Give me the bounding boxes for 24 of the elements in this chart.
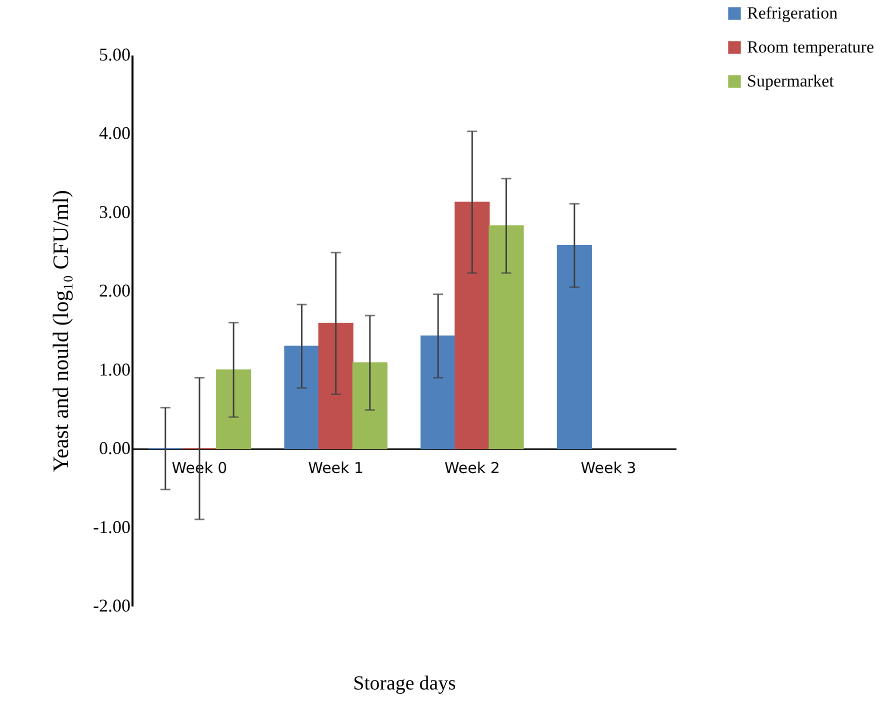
y-tick-label: -2.00 — [93, 596, 130, 616]
legend-label: Refrigeration — [747, 4, 838, 22]
bar — [488, 225, 524, 450]
legend-label: Room temperature — [747, 38, 874, 56]
y-tick-label: 5.00 — [99, 44, 130, 64]
y-tick-label: 1.00 — [99, 359, 130, 380]
x-tick-label: Week 3 — [580, 459, 636, 478]
y-tick-label: 2.00 — [99, 280, 130, 301]
y-axis-title: Yeast and nould (log₁₀ CFU/ml) — [48, 190, 74, 472]
x-axis-title: Storage days — [353, 672, 456, 694]
y-tick-label: 4.00 — [99, 123, 130, 144]
bar — [216, 369, 252, 450]
bar — [318, 322, 354, 450]
x-tick-label: Week 1 — [308, 459, 364, 478]
bar — [284, 346, 320, 450]
x-tick-label: Week 2 — [444, 459, 500, 478]
y-tick-label: -1.00 — [93, 516, 130, 537]
bar — [454, 202, 490, 450]
bar — [352, 362, 388, 450]
y-tick-label: 0.00 — [99, 438, 130, 458]
bar — [420, 336, 456, 450]
legend-label: Supermarket — [747, 72, 834, 90]
bar — [556, 244, 592, 450]
y-tick-label: 3.00 — [99, 202, 130, 222]
